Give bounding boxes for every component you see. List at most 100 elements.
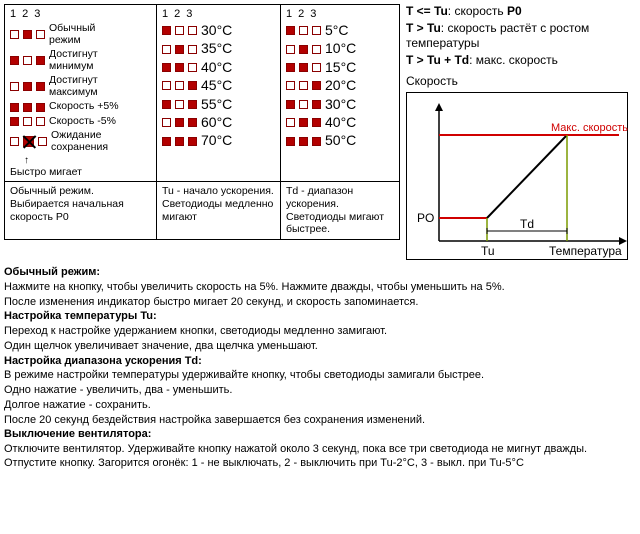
- row-label: Скорость +5%: [49, 101, 119, 113]
- led-row: 5°C: [286, 23, 394, 38]
- led-off-icon: [23, 56, 32, 65]
- footnote: Быстро мигает: [10, 166, 151, 178]
- caption-2: Tu - начало ускорения.Светодиоды медленн…: [157, 182, 281, 238]
- led-on-icon: [286, 26, 295, 35]
- row-temp: 50°C: [325, 133, 356, 148]
- led-on-icon: [286, 63, 295, 72]
- header-num: 2: [174, 8, 180, 20]
- led-blink-icon: [23, 136, 34, 147]
- panel-2: 12330°C35°C40°C45°C55°C60°C70°C: [157, 5, 281, 181]
- led-on-icon: [299, 118, 308, 127]
- led-off-icon: [36, 117, 45, 126]
- led-row: 40°C: [286, 115, 394, 130]
- header-num: 1: [162, 8, 168, 20]
- led-on-icon: [10, 103, 19, 112]
- led-off-icon: [286, 81, 295, 90]
- led-off-icon: [188, 63, 197, 72]
- led-on-icon: [286, 100, 295, 109]
- row-temp: 30°C: [325, 97, 356, 112]
- led-on-icon: [188, 137, 197, 146]
- rule-3: T > Tu + Td: макс. скорость: [406, 53, 636, 68]
- instr-h2: Настройка температуры Tu:: [4, 310, 636, 324]
- led-row: 45°C: [162, 78, 275, 93]
- header-num: 3: [310, 8, 316, 20]
- led-row: 70°C: [162, 133, 275, 148]
- rule-2: T > Tu: скорость растёт с ростом темпера…: [406, 21, 636, 51]
- led-on-icon: [299, 45, 308, 54]
- led-on-icon: [162, 63, 171, 72]
- led-row: Достигнут минимум: [10, 49, 151, 72]
- led-on-icon: [36, 103, 45, 112]
- row-temp: 60°C: [201, 115, 232, 130]
- led-off-icon: [188, 45, 197, 54]
- instr-p1: Нажмите на кнопку, чтобы увеличить скоро…: [4, 281, 636, 295]
- row-temp: 70°C: [201, 133, 232, 148]
- led-row: Скорость -5%: [10, 116, 151, 128]
- led-row: Достигнут максимум: [10, 75, 151, 98]
- led-off-icon: [175, 26, 184, 35]
- led-on-icon: [175, 118, 184, 127]
- led-on-icon: [23, 103, 32, 112]
- led-row: 30°C: [162, 23, 275, 38]
- row-label: Ожидание сохранения: [51, 130, 129, 153]
- instr-p2: После изменения индикатор быстро мигает …: [4, 296, 636, 310]
- instructions: Обычный режим: Нажмите на кнопку, чтобы …: [4, 266, 636, 471]
- led-off-icon: [23, 117, 32, 126]
- header-num: 2: [298, 8, 304, 20]
- led-off-icon: [36, 30, 45, 39]
- arrow-note: ↑: [24, 156, 151, 166]
- panels-block: 123Обычный режимДостигнут минимумДостигн…: [4, 4, 400, 260]
- panel-header: 123: [10, 8, 151, 20]
- row-temp: 15°C: [325, 60, 356, 75]
- instr-p5: В режиме настройки температуры удерживай…: [4, 369, 636, 383]
- led-on-icon: [23, 82, 32, 91]
- led-on-icon: [312, 137, 321, 146]
- led-on-icon: [312, 81, 321, 90]
- row-temp: 40°C: [325, 115, 356, 130]
- led-on-icon: [10, 56, 19, 65]
- led-on-icon: [10, 117, 19, 126]
- caption-1: Обычный режим.Выбирается начальная скоро…: [5, 182, 157, 238]
- svg-text:Td: Td: [520, 217, 534, 231]
- instr-p9: Отключите вентилятор. Удерживайте кнопку…: [4, 443, 636, 471]
- led-off-icon: [188, 26, 197, 35]
- instr-p7: Долгое нажатие - сохранить.: [4, 399, 636, 413]
- led-row: 55°C: [162, 97, 275, 112]
- panel-header: 123: [286, 8, 394, 20]
- panel-1: 123Обычный режимДостигнут минимумДостигн…: [5, 5, 157, 181]
- led-row: 40°C: [162, 60, 275, 75]
- instr-h1: Обычный режим:: [4, 266, 636, 280]
- led-off-icon: [10, 137, 19, 146]
- instr-p4: Один щелчок увеличивает значение, два ще…: [4, 340, 636, 354]
- row-temp: 20°C: [325, 78, 356, 93]
- rule-1: T <= Tu: скорость P0: [406, 4, 636, 19]
- row-temp: 30°C: [201, 23, 232, 38]
- led-on-icon: [286, 137, 295, 146]
- led-on-icon: [188, 100, 197, 109]
- led-row: 50°C: [286, 133, 394, 148]
- led-on-icon: [175, 63, 184, 72]
- header-num: 1: [286, 8, 292, 20]
- led-on-icon: [162, 137, 171, 146]
- led-on-icon: [162, 100, 171, 109]
- panel-3: 123 5°C 10°C 15°C 20°C 30°C 40°C 50°C: [281, 5, 399, 181]
- header-num: 2: [22, 8, 28, 20]
- led-row: 20°C: [286, 78, 394, 93]
- led-on-icon: [312, 118, 321, 127]
- led-on-icon: [36, 82, 45, 91]
- led-off-icon: [286, 118, 295, 127]
- row-label: Скорость -5%: [49, 116, 116, 128]
- led-row: Ожидание сохранения: [10, 130, 151, 153]
- led-row: 60°C: [162, 115, 275, 130]
- row-temp: 35°C: [201, 41, 232, 56]
- led-off-icon: [162, 81, 171, 90]
- led-off-icon: [299, 26, 308, 35]
- instr-p3: Переход к настройке удержанием кнопки, с…: [4, 325, 636, 339]
- right-area: T <= Tu: скорость P0 T > Tu: скорость ра…: [404, 4, 636, 260]
- row-temp: 55°C: [201, 97, 232, 112]
- svg-text:Температура: Температура: [549, 244, 622, 258]
- led-on-icon: [175, 137, 184, 146]
- top-area: 123Обычный режимДостигнут минимумДостигн…: [4, 4, 636, 260]
- speed-graph: Макс. скоростьPOTdTuТемпература: [406, 92, 628, 260]
- led-row: 10°C: [286, 41, 394, 56]
